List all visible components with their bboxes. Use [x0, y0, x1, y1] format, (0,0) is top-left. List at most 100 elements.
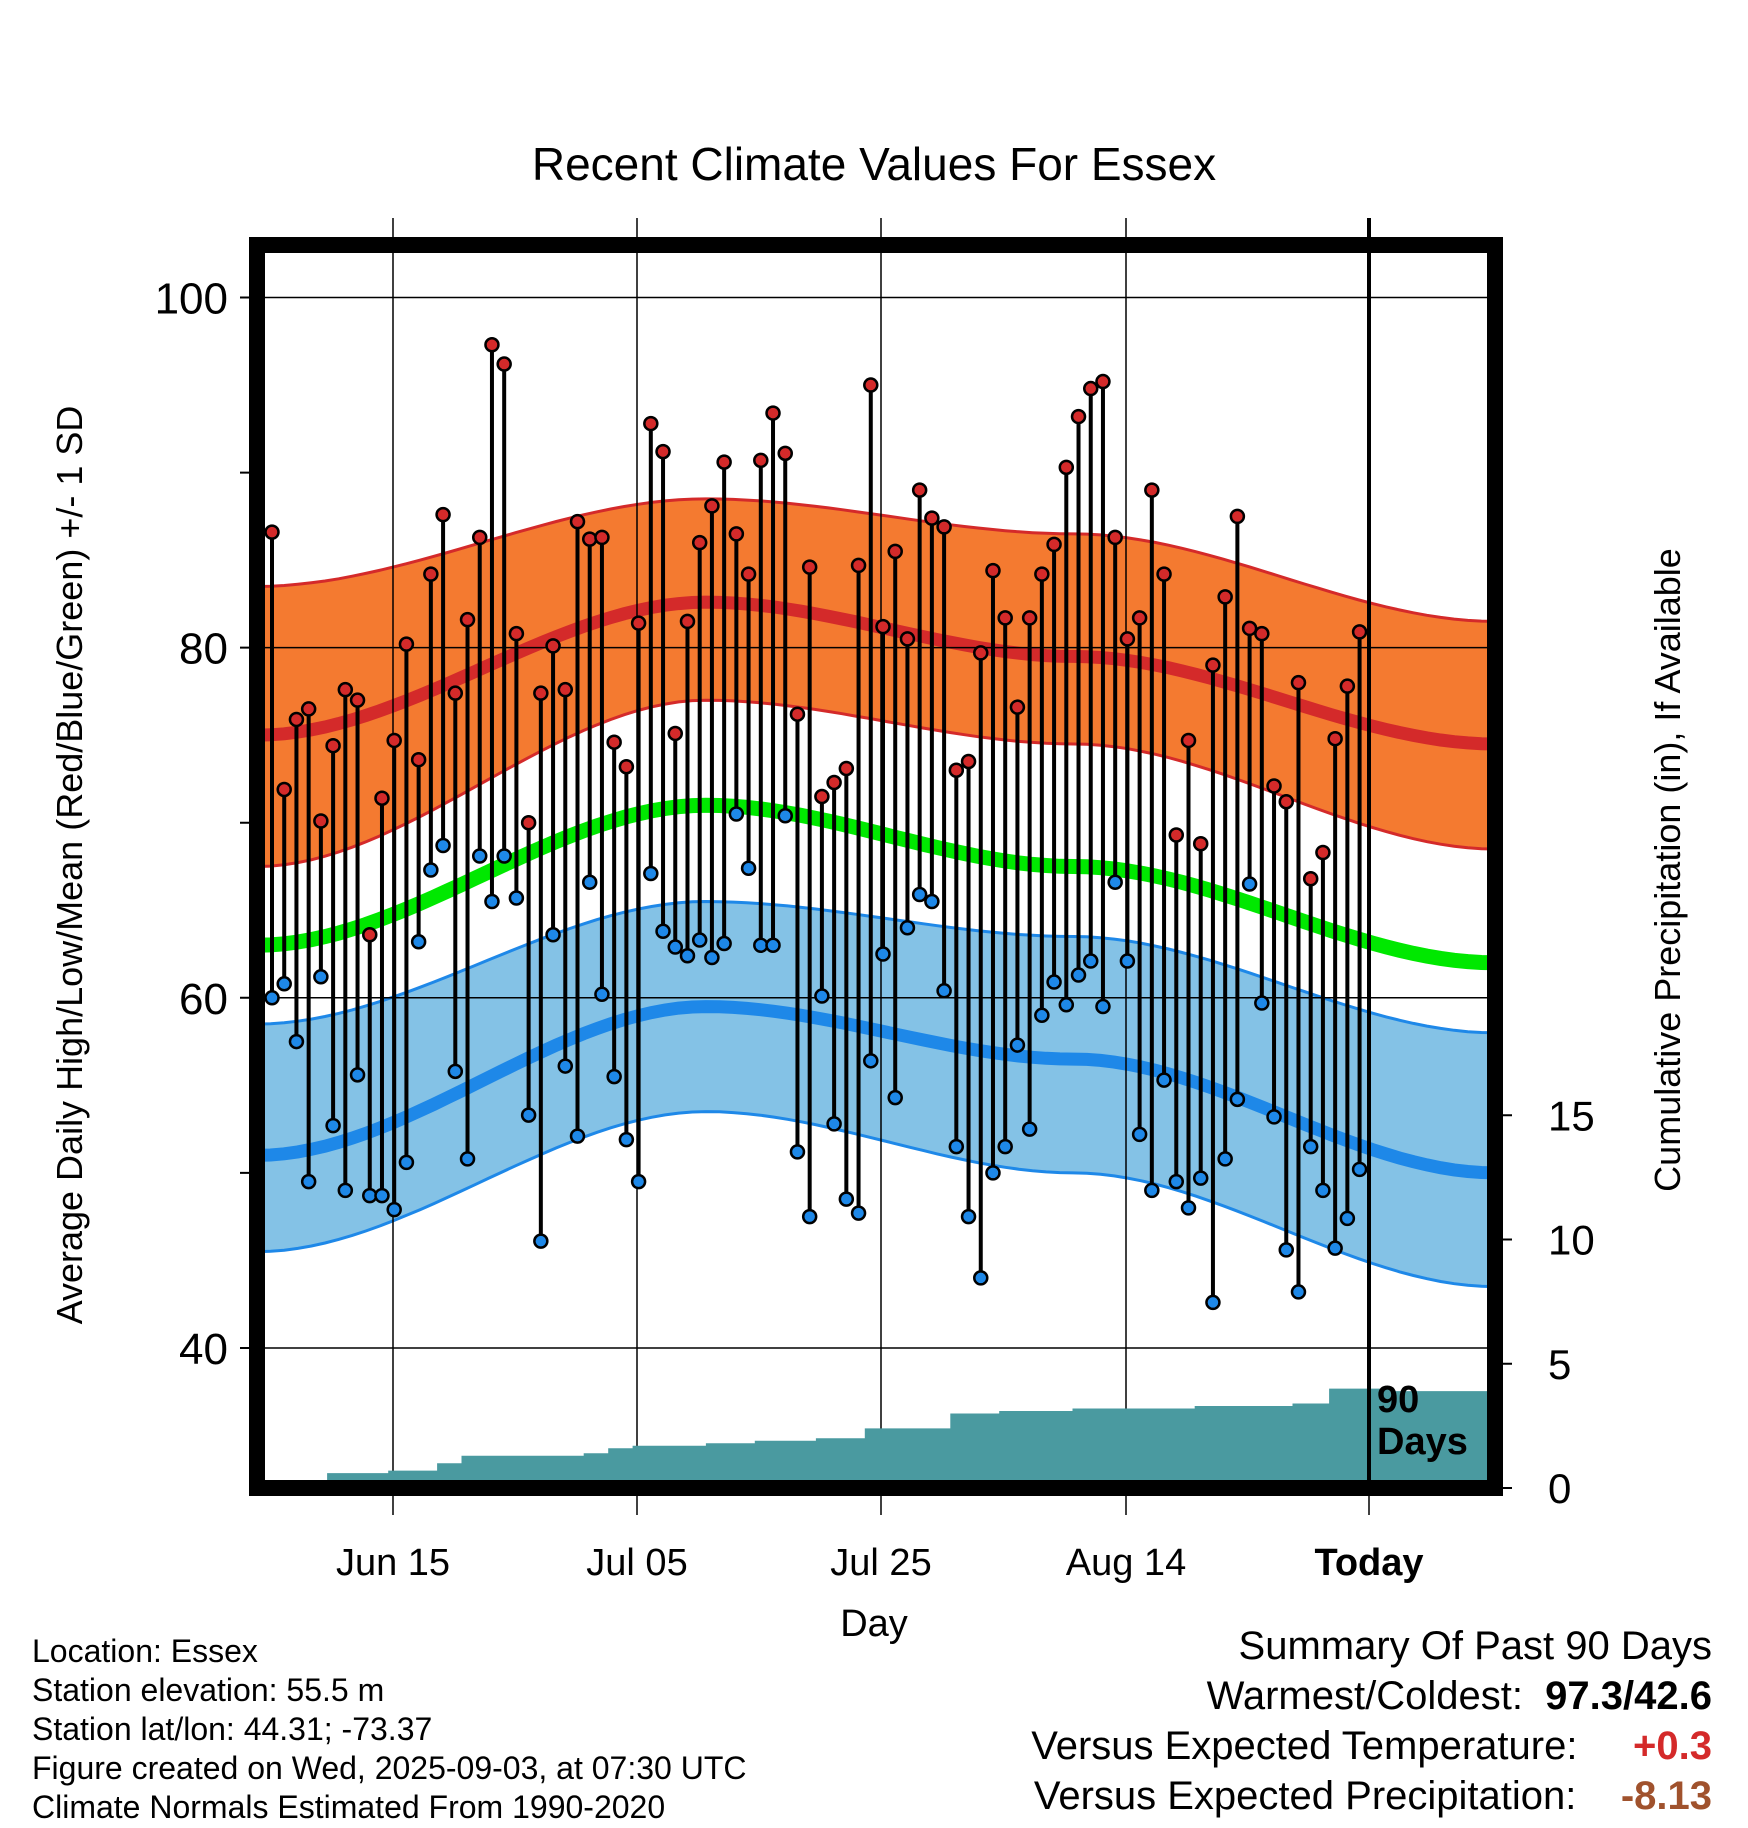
daily-low-point — [1266, 1109, 1282, 1125]
daily-low-point — [801, 1208, 818, 1225]
y2-tick-label: 0 — [1548, 1465, 1571, 1512]
daily-low-point — [496, 848, 512, 864]
daily-high-point — [911, 482, 928, 498]
daily-high-point — [1070, 408, 1087, 425]
daily-high-point — [899, 631, 916, 647]
daily-low-point — [484, 893, 500, 910]
daily-low-point — [1144, 1182, 1160, 1199]
daily-low-point — [1107, 874, 1123, 891]
daily-low-point — [398, 1154, 415, 1171]
daily-high-point — [753, 452, 769, 469]
low-sd-lower-edge — [256, 1110, 1496, 1289]
daily-high-point — [533, 685, 549, 701]
daily-high-point — [1192, 835, 1209, 852]
daily-low-point — [410, 934, 427, 950]
daily-high-point — [594, 529, 610, 546]
daily-high-point — [728, 526, 745, 542]
high-sd-upper-edge — [256, 497, 1496, 623]
daily-high-point — [1058, 459, 1075, 476]
daily-low-point — [1217, 1151, 1233, 1167]
y-tick-label: 80 — [179, 625, 228, 674]
daily-high-point — [997, 610, 1013, 626]
daily-high-point — [581, 531, 598, 547]
daily-low-point — [1192, 1170, 1209, 1186]
daily-high-point — [704, 498, 720, 514]
daily-high-point — [1205, 657, 1221, 673]
daily-low-point — [264, 990, 280, 1006]
daily-low-point — [740, 860, 757, 877]
daily-low-point — [300, 1173, 317, 1190]
plot-frame — [249, 237, 1503, 1496]
daily-low-point — [276, 976, 292, 992]
normal-low-line — [256, 1000, 1496, 1180]
y2-axis-label: Cumulative Precipitation (in), If Availa… — [1647, 548, 1688, 1192]
daily-low-point — [1156, 1072, 1172, 1088]
daily-low-point — [1302, 1138, 1319, 1155]
daily-low-point — [1254, 995, 1270, 1011]
footer-elevation: Station elevation: 55.5 m — [32, 1672, 385, 1708]
daily-low-point — [459, 1151, 476, 1167]
daily-high-point — [863, 377, 879, 393]
precip-area — [257, 1388, 1495, 1488]
daily-low-point — [997, 1138, 1013, 1155]
daily-high-point — [1046, 536, 1062, 553]
daily-low-point — [899, 920, 916, 936]
daily-low-point — [508, 890, 525, 906]
daily-high-point — [716, 454, 732, 470]
daily-high-point — [1119, 631, 1136, 647]
daily-high-point — [447, 685, 464, 701]
daily-low-point — [1205, 1294, 1221, 1311]
daily-low-point — [594, 986, 610, 1003]
low-sd-upper-edge — [256, 899, 1496, 1035]
daily-low-point — [911, 886, 928, 903]
daily-low-point — [520, 1107, 537, 1123]
daily-low-point — [325, 1117, 341, 1134]
daily-low-point — [814, 988, 830, 1004]
summary-temp: Versus Expected Temperature: +0.3 — [1031, 1722, 1712, 1770]
daily-low-point — [1339, 1210, 1356, 1227]
daily-low-point — [471, 848, 488, 864]
daily-high-point — [459, 611, 476, 628]
daily-high-point — [1144, 482, 1160, 498]
y2-tick-label: 15 — [1548, 1092, 1595, 1139]
daily-high-point — [667, 725, 684, 742]
daily-low-point — [1315, 1182, 1331, 1199]
x-tick-label: Jul 25 — [830, 1542, 931, 1584]
daily-high-point — [1278, 793, 1295, 810]
daily-low-point — [728, 806, 745, 822]
daily-high-point — [1229, 508, 1246, 525]
daily-low-point — [533, 1233, 549, 1249]
daily-high-point — [496, 356, 512, 372]
daily-low-point — [557, 1058, 574, 1074]
daily-high-point — [985, 562, 1001, 579]
daily-low-point — [691, 932, 708, 948]
daily-low-point — [1095, 998, 1111, 1015]
daily-low-point — [630, 1173, 647, 1190]
daily-high-point — [1339, 678, 1356, 694]
daily-low-point — [643, 865, 659, 882]
daily-low-point — [545, 927, 561, 943]
daily-low-point — [1034, 1007, 1050, 1024]
footer-location: Location: Essex — [32, 1633, 258, 1669]
daily-low-point — [960, 1208, 977, 1225]
footer-latlon: Station lat/lon: 44.31; -73.37 — [32, 1711, 433, 1747]
daily-low-point — [838, 1191, 855, 1207]
daily-low-point — [569, 1128, 586, 1144]
daily-low-point — [1351, 1161, 1368, 1178]
daily-low-point — [679, 948, 696, 964]
daily-low-point — [1180, 1200, 1197, 1216]
daily-low-point — [447, 1063, 464, 1080]
window-label-line: 90 — [1377, 1379, 1419, 1421]
grid-lines — [257, 218, 1495, 1515]
daily-low-point — [704, 949, 720, 966]
daily-low-point — [1290, 1284, 1307, 1300]
daily-high-point — [276, 781, 292, 798]
daily-low-point — [288, 1033, 305, 1050]
daily-high-point — [349, 692, 366, 708]
daily-high-point — [606, 734, 622, 750]
daily-high-point — [1290, 674, 1307, 691]
x-tick-label: Jul 05 — [586, 1542, 687, 1584]
daily-range-bars — [264, 337, 1368, 1311]
daily-low-point — [1119, 953, 1136, 969]
daily-low-point — [1082, 953, 1099, 969]
